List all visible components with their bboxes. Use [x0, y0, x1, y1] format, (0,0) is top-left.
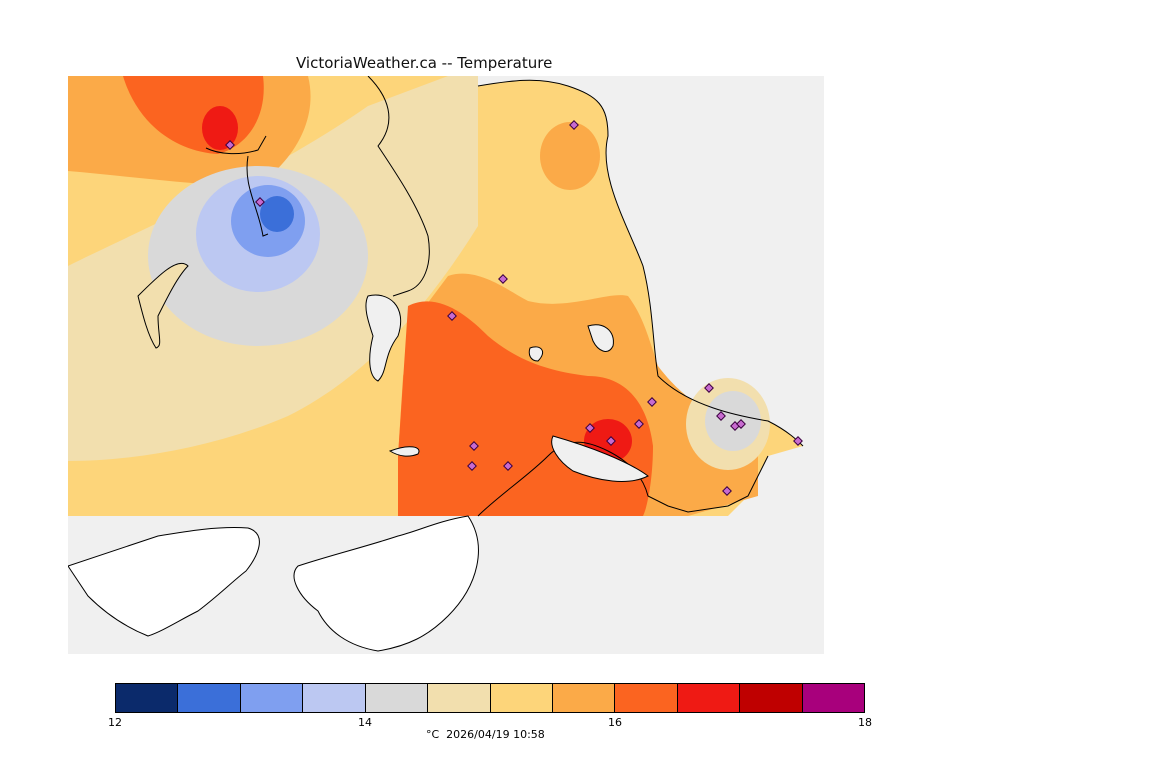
legend-swatch: [802, 684, 865, 712]
legend-color-bar: [115, 683, 865, 713]
station-marker: [498, 274, 508, 284]
legend-tick-label: 14: [358, 716, 372, 729]
island-landmass: [68, 527, 260, 637]
legend-swatch: [365, 684, 429, 712]
station-marker: [447, 311, 457, 321]
legend-swatch: [240, 684, 304, 712]
station-marker: [469, 441, 479, 451]
station-marker: [467, 461, 477, 471]
legend-tick-label: 12: [108, 716, 122, 729]
station-marker: [704, 383, 714, 393]
legend-swatch: [490, 684, 553, 712]
station-marker: [585, 423, 595, 433]
legend-swatch: [615, 684, 678, 712]
station-marker: [793, 436, 803, 446]
station-marker: [606, 436, 616, 446]
legend-swatch: [116, 684, 179, 712]
legend-tick-label: 18: [858, 716, 872, 729]
contour-12-5-13: [260, 196, 294, 232]
legend-tick-label: 16: [608, 716, 622, 729]
legend-swatch: [178, 684, 241, 712]
contour-17-17-5: [202, 106, 238, 150]
legend-swatch: [552, 684, 616, 712]
station-marker: [255, 197, 265, 207]
legend-swatch: [740, 684, 803, 712]
station-marker: [225, 140, 235, 150]
contour-14-east: [705, 391, 761, 451]
contour-16-north: [540, 122, 600, 190]
station-marker: [503, 461, 513, 471]
units-timestamp: °C 2026/04/19 10:58: [426, 728, 545, 741]
map-title: VictoriaWeather.ca -- Temperature: [296, 54, 553, 72]
station-marker: [736, 419, 746, 429]
station-marker: [569, 120, 579, 130]
temperature-contour-map: [68, 76, 824, 654]
san-juan-islands: [293, 515, 479, 652]
station-marker: [647, 397, 657, 407]
station-marker: [634, 419, 644, 429]
legend-swatch: [303, 684, 366, 712]
station-marker: [716, 411, 726, 421]
temperature-map[interactable]: [68, 76, 824, 654]
station-marker: [722, 486, 732, 496]
legend-swatch: [677, 684, 741, 712]
station-markers: [225, 120, 803, 496]
legend-swatch: [428, 684, 491, 712]
color-legend: [115, 683, 873, 718]
